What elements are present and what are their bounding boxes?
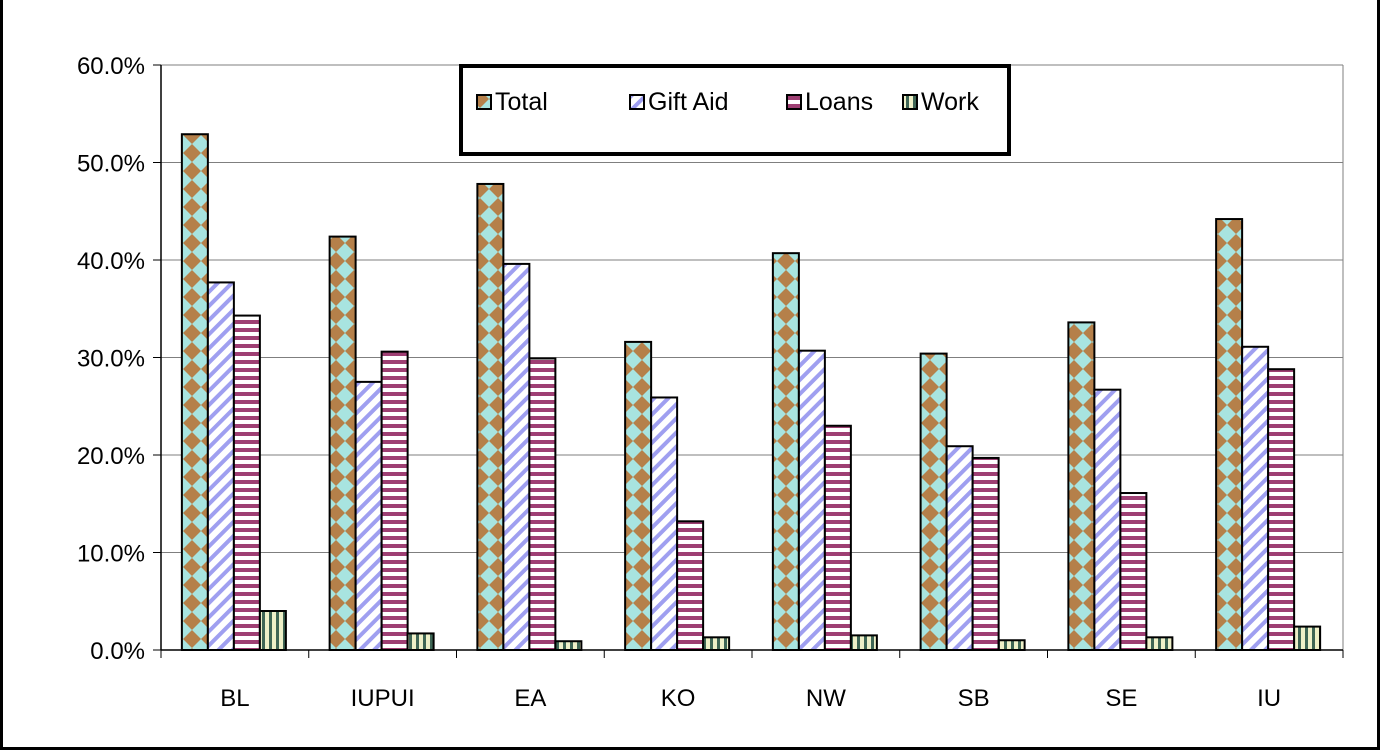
y-tick-label: 20.0%: [77, 443, 145, 470]
bar-work-ko: [702, 636, 731, 652]
bars-layer: [180, 133, 1322, 652]
bar-loans-bl: [232, 314, 261, 651]
x-tick-label: NW: [806, 685, 846, 712]
bar-total-iupui: [328, 235, 357, 651]
bar-work-nw: [849, 634, 878, 651]
bar-gift-aid-nw: [797, 349, 826, 651]
y-tick-label: 30.0%: [77, 346, 145, 373]
bar-loans-iupui: [380, 350, 409, 651]
legend-label-work: Work: [921, 88, 979, 116]
bar-loans-ea: [528, 357, 557, 651]
legend-label-loans: Loans: [805, 88, 873, 116]
bar-work-bl: [258, 610, 287, 651]
bar-total-bl: [180, 133, 209, 652]
x-tick-label: SE: [1105, 685, 1137, 712]
legend-label-gift-aid: Gift Aid: [648, 88, 729, 116]
bar-gift-aid-sb: [945, 445, 974, 651]
legend-swatch-gift-aid: [629, 94, 645, 110]
bar-work-se: [1145, 636, 1174, 652]
bar-chart: 0.0% 10.0% 20.0% 30.0% 40.0% 50.0% 60.0% BL IUPU…: [77, 53, 1344, 712]
x-tick-label: SB: [958, 685, 990, 712]
x-tick-label: IU: [1257, 685, 1281, 712]
bar-gift-aid-iu: [1241, 345, 1270, 651]
bar-loans-nw: [823, 424, 852, 651]
x-tick-label: BL: [220, 685, 249, 712]
y-tick-label: 0.0%: [90, 638, 145, 665]
y-tick-label: 40.0%: [77, 248, 145, 275]
bar-gift-aid-bl: [206, 281, 235, 651]
legend-box: [459, 64, 1011, 156]
bar-gift-aid-ea: [502, 262, 531, 651]
bar-loans-iu: [1267, 368, 1296, 651]
bar-loans-sb: [971, 456, 1000, 651]
axes-layer: 0.0% 10.0% 20.0% 30.0% 40.0% 50.0% 60.0% BL IUPU…: [77, 53, 1344, 712]
bar-total-nw: [771, 252, 800, 652]
legend-swatch-total: [476, 94, 492, 110]
bar-total-ea: [476, 182, 505, 651]
x-tick-label: IUPUI: [351, 685, 415, 712]
bar-work-ea: [554, 640, 583, 651]
bar-gift-aid-se: [1093, 388, 1122, 651]
bar-gift-aid-iupui: [354, 380, 383, 651]
bar-total-se: [1067, 321, 1096, 651]
legend-swatch-loans: [786, 94, 802, 110]
x-tick-label: EA: [514, 685, 546, 712]
bar-total-iu: [1215, 218, 1244, 652]
x-tick-label: KO: [661, 685, 696, 712]
bar-loans-se: [1119, 492, 1148, 651]
bar-work-iu: [1293, 625, 1322, 651]
legend-label-total: Total: [495, 88, 548, 116]
bar-total-ko: [624, 340, 653, 651]
bar-loans-ko: [676, 520, 705, 651]
y-tick-label: 60.0%: [77, 53, 145, 80]
y-tick-label: 10.0%: [77, 541, 145, 568]
bar-total-sb: [919, 352, 948, 651]
bar-work-sb: [997, 639, 1026, 651]
legend: Total Gift Aid Loans Work: [459, 64, 1011, 156]
bar-gift-aid-ko: [650, 396, 679, 651]
bar-work-iupui: [406, 632, 435, 651]
legend-swatch-work: [902, 94, 918, 110]
y-tick-label: 50.0%: [77, 151, 145, 178]
